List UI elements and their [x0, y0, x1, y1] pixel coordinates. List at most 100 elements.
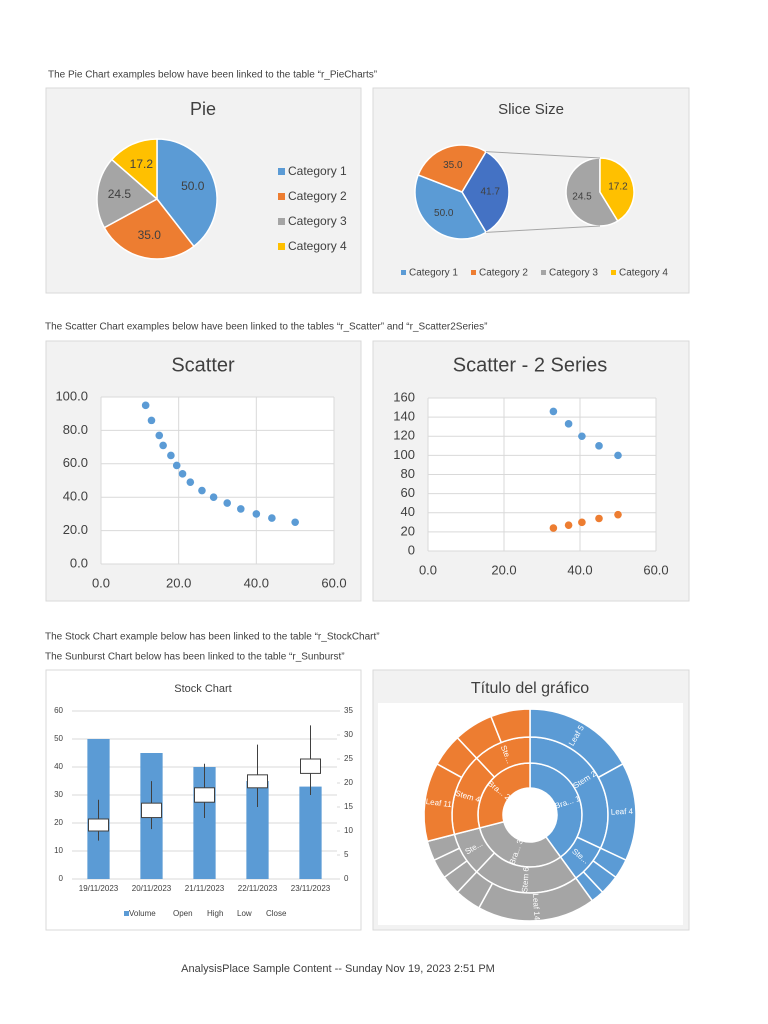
scatter-point	[268, 514, 276, 522]
y2-tick-label: 15	[344, 802, 353, 811]
y-tick-label: 160	[393, 389, 415, 404]
y-tick-label: 120	[393, 428, 415, 443]
scatter-point	[614, 451, 622, 460]
y-tick-label: 10	[54, 846, 63, 855]
y-tick-label: 140	[393, 409, 415, 424]
scatter-point	[167, 451, 175, 460]
segment-label: Leaf 11	[425, 797, 453, 809]
legend-label: Volume	[129, 909, 156, 918]
caption: The Sunburst Chart below has been linked…	[45, 652, 345, 663]
y-tick-label: 60.0	[63, 455, 88, 470]
scatter-point	[198, 486, 206, 495]
y-tick-label: 20	[54, 818, 63, 827]
legend-label: High	[207, 909, 223, 918]
x-tick-label: 22/11/2023	[238, 884, 278, 893]
y-tick-label: 0.0	[70, 555, 88, 570]
legend-swatch	[611, 270, 616, 275]
scatter-point	[595, 442, 603, 450]
scatter-point	[223, 499, 232, 507]
pie-slice	[599, 157, 635, 223]
x-tick-label: 20/11/2023	[132, 884, 172, 893]
up-down-box	[247, 774, 268, 789]
y2-tick-label: 0	[344, 874, 349, 883]
legend-label: Open	[173, 909, 193, 918]
x-tick-label: 20.0	[166, 575, 191, 590]
scatter-point	[578, 432, 586, 441]
legend-label: Category 2	[479, 268, 528, 279]
y2-tick-label: 35	[344, 706, 353, 715]
chart-title: Scatter	[171, 354, 235, 376]
connector-line	[486, 225, 601, 233]
pie-slice	[103, 198, 195, 260]
y-tick-label: 40	[401, 504, 415, 519]
scatter-point	[291, 518, 299, 527]
data-label: 17.2	[608, 182, 628, 193]
y2-tick-label: 20	[344, 778, 353, 787]
x-tick-label: 60.0	[643, 562, 668, 577]
data-label: 24.5	[572, 192, 592, 203]
scatter-point	[155, 431, 164, 440]
data-label: 35.0	[443, 160, 463, 171]
x-tick-label: 0.0	[92, 575, 110, 590]
chart-title: Título del gráfico	[471, 680, 589, 697]
y-tick-label: 30	[54, 790, 63, 799]
scatter-point	[578, 518, 586, 527]
pie-slice	[110, 138, 158, 201]
up-down-box	[88, 818, 109, 832]
data-label: 41.7	[480, 187, 500, 198]
scatter-point	[172, 461, 181, 470]
y-tick-label: 100	[393, 447, 415, 462]
y2-tick-label: 10	[344, 826, 353, 835]
y-tick-label: 20	[401, 523, 415, 538]
x-tick-label: 21/11/2023	[185, 884, 225, 893]
scatter-point	[549, 524, 558, 532]
x-tick-label: 0.0	[419, 562, 437, 577]
x-tick-label: 40.0	[567, 562, 592, 577]
y-tick-label: 50	[54, 734, 63, 743]
scatter-point	[237, 505, 245, 513]
scatter-point	[564, 420, 573, 428]
data-label: 35.0	[138, 228, 162, 242]
footer: AnalysisPlace Sample Content -- Sunday N…	[181, 963, 495, 975]
scatter-point	[595, 514, 603, 523]
x-tick-label: 40.0	[244, 575, 269, 590]
scatter-point	[186, 478, 195, 486]
legend-label: Category 2	[288, 189, 347, 203]
data-label: 24.5	[108, 187, 132, 201]
legend-swatch	[278, 243, 285, 250]
legend-swatch	[278, 168, 285, 175]
scatter-point	[147, 416, 156, 425]
pie-slice	[461, 150, 510, 234]
scatter-point	[549, 407, 558, 416]
legend-swatch	[278, 218, 285, 225]
y-tick-label: 0	[59, 874, 64, 883]
pie-slice	[156, 138, 218, 248]
scatter-point	[141, 401, 150, 410]
legend-label: Close	[266, 909, 287, 918]
legend-swatch	[401, 270, 406, 275]
scatter-point	[252, 510, 261, 518]
y2-tick-label: 30	[344, 730, 353, 739]
x-tick-label: 23/11/2023	[291, 884, 331, 893]
pie-slice	[96, 158, 159, 229]
pie-slice	[417, 144, 488, 193]
legend-swatch	[471, 270, 476, 275]
y-tick-label: 40.0	[63, 489, 88, 504]
y-tick-label: 60	[54, 706, 63, 715]
legend-label: Category 1	[288, 164, 347, 178]
pie-slice	[414, 173, 488, 240]
bar	[299, 786, 322, 879]
y-tick-label: 20.0	[63, 522, 88, 537]
legend-label: Category 1	[409, 268, 458, 279]
segment-label: Leaf 4	[611, 807, 634, 817]
chart-title: Stock Chart	[174, 683, 231, 695]
up-down-box	[141, 802, 162, 819]
legend-label: Category 4	[619, 268, 668, 279]
caption: The Pie Chart examples below have been l…	[48, 70, 377, 81]
y-tick-label: 80.0	[63, 422, 88, 437]
chart-title: Scatter - 2 Series	[453, 354, 608, 376]
chart-title: Pie	[190, 99, 216, 119]
y2-tick-label: 25	[344, 754, 353, 763]
